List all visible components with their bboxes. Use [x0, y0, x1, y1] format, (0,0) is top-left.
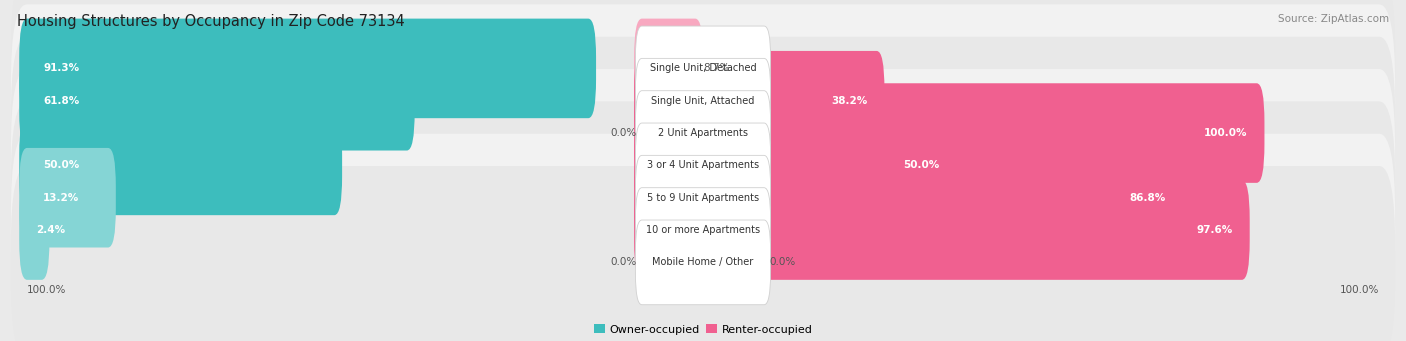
FancyBboxPatch shape [11, 69, 1395, 262]
FancyBboxPatch shape [636, 155, 770, 240]
Text: Housing Structures by Occupancy in Zip Code 73134: Housing Structures by Occupancy in Zip C… [17, 14, 405, 29]
FancyBboxPatch shape [636, 91, 770, 175]
Text: Mobile Home / Other: Mobile Home / Other [652, 257, 754, 267]
Text: 13.2%: 13.2% [44, 193, 79, 203]
FancyBboxPatch shape [11, 134, 1395, 326]
Text: 100.0%: 100.0% [1340, 285, 1379, 295]
Text: Single Unit, Detached: Single Unit, Detached [650, 63, 756, 73]
Text: 50.0%: 50.0% [44, 160, 79, 170]
Text: 2.4%: 2.4% [37, 225, 66, 235]
Text: 10 or more Apartments: 10 or more Apartments [645, 225, 761, 235]
Text: 0.0%: 0.0% [610, 257, 637, 267]
FancyBboxPatch shape [634, 83, 1264, 183]
FancyBboxPatch shape [11, 4, 1395, 197]
FancyBboxPatch shape [636, 123, 770, 208]
FancyBboxPatch shape [636, 220, 770, 305]
Text: 100.0%: 100.0% [1204, 128, 1247, 138]
Text: 3 or 4 Unit Apartments: 3 or 4 Unit Apartments [647, 160, 759, 170]
Text: 97.6%: 97.6% [1197, 225, 1232, 235]
FancyBboxPatch shape [20, 51, 415, 150]
FancyBboxPatch shape [636, 188, 770, 272]
Text: 8.7%: 8.7% [703, 63, 730, 73]
Text: 61.8%: 61.8% [44, 96, 79, 106]
Text: 0.0%: 0.0% [610, 128, 637, 138]
FancyBboxPatch shape [634, 148, 1184, 248]
Text: Source: ZipAtlas.com: Source: ZipAtlas.com [1278, 14, 1389, 24]
FancyBboxPatch shape [636, 26, 770, 111]
Text: 0.0%: 0.0% [769, 257, 796, 267]
Text: 5 to 9 Unit Apartments: 5 to 9 Unit Apartments [647, 193, 759, 203]
Text: 86.8%: 86.8% [1129, 193, 1166, 203]
Text: 100.0%: 100.0% [27, 285, 66, 295]
FancyBboxPatch shape [11, 166, 1395, 341]
FancyBboxPatch shape [20, 116, 342, 215]
FancyBboxPatch shape [20, 19, 596, 118]
FancyBboxPatch shape [634, 116, 957, 215]
FancyBboxPatch shape [634, 19, 703, 118]
FancyBboxPatch shape [11, 37, 1395, 229]
Text: 91.3%: 91.3% [44, 63, 79, 73]
Text: 2 Unit Apartments: 2 Unit Apartments [658, 128, 748, 138]
Text: Single Unit, Attached: Single Unit, Attached [651, 96, 755, 106]
FancyBboxPatch shape [20, 180, 49, 280]
FancyBboxPatch shape [11, 101, 1395, 294]
Text: 38.2%: 38.2% [831, 96, 868, 106]
Text: 50.0%: 50.0% [904, 160, 939, 170]
FancyBboxPatch shape [634, 51, 884, 150]
Legend: Owner-occupied, Renter-occupied: Owner-occupied, Renter-occupied [589, 320, 817, 339]
FancyBboxPatch shape [20, 148, 115, 248]
FancyBboxPatch shape [11, 0, 1395, 165]
FancyBboxPatch shape [634, 180, 1250, 280]
FancyBboxPatch shape [636, 58, 770, 143]
